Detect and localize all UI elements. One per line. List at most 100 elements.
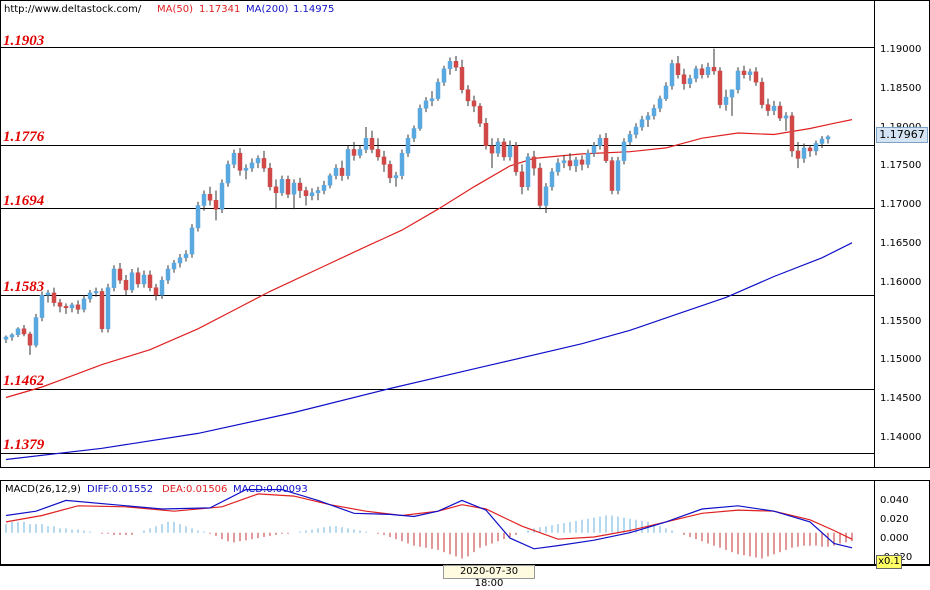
candle-down <box>387 164 393 179</box>
macd-axis-frame <box>874 480 930 565</box>
level-label-4: 1.1583 <box>3 279 45 295</box>
candle-up <box>429 98 435 102</box>
candle-down <box>711 66 717 72</box>
ma50-line <box>5 119 853 399</box>
candle-up <box>639 119 645 128</box>
candle-down <box>153 287 159 296</box>
candle-up <box>549 171 555 188</box>
candle-up <box>417 108 423 129</box>
level-label-1: 1.1903 <box>3 33 45 49</box>
candle-up <box>627 134 633 143</box>
candle-up <box>315 190 321 194</box>
candle-down <box>681 74 687 84</box>
candle-down <box>297 182 303 191</box>
candle-down <box>537 167 543 206</box>
candle-up <box>105 287 111 330</box>
candle-up <box>657 98 663 109</box>
price-tick: 1.16500 <box>880 238 921 249</box>
candle-down <box>351 149 357 156</box>
candle-up <box>309 192 315 197</box>
candle-up <box>129 272 135 291</box>
candle-up <box>165 268 171 281</box>
candle-down <box>609 160 615 191</box>
candle-down <box>465 89 471 102</box>
candle-down <box>147 274 153 288</box>
candle-up <box>39 294 45 318</box>
price-tick: 1.14500 <box>880 393 921 404</box>
level-label-2: 1.1776 <box>3 129 45 145</box>
price-tick: 1.18500 <box>880 83 921 94</box>
price-tick: 1.17000 <box>880 199 921 210</box>
site-url[interactable]: http://www.deltastock.com/ <box>4 4 142 15</box>
candle-up <box>825 136 831 140</box>
candle-up <box>69 304 75 309</box>
candle-down <box>675 63 681 75</box>
candle-up <box>195 205 201 229</box>
ma50-label: MA(50) <box>157 4 193 15</box>
candle-up <box>495 141 501 154</box>
candle-down <box>513 145 519 173</box>
candle-up <box>669 63 675 87</box>
candle-down <box>603 137 609 161</box>
candle-up <box>663 85 669 99</box>
candle-down <box>807 147 813 152</box>
candle-down <box>483 123 489 146</box>
candle-down <box>471 100 477 107</box>
candle-down <box>51 292 57 303</box>
scale-button[interactable]: x0.1 <box>876 555 902 569</box>
candle-up <box>243 167 249 171</box>
ma200-layer <box>5 242 853 461</box>
candle-up <box>423 100 429 109</box>
candle-up <box>255 158 261 164</box>
candle-down <box>519 171 525 188</box>
candle-down <box>135 272 141 285</box>
candle-up <box>171 262 177 270</box>
candle-up <box>447 61 453 69</box>
macd-label: MACD(26,12,9) <box>5 484 81 495</box>
price-tick: 1.15000 <box>880 354 921 365</box>
candle-down <box>741 70 747 75</box>
candle-up <box>615 160 621 191</box>
candle-up <box>645 115 651 120</box>
candle-up <box>87 292 93 300</box>
candle-up <box>141 274 147 285</box>
candle-up <box>399 152 405 176</box>
candle-up <box>573 159 579 167</box>
candle-up <box>783 115 789 119</box>
candle-down <box>117 268 123 281</box>
candle-up <box>201 194 207 206</box>
candle-down <box>213 199 219 210</box>
candle-down <box>75 304 81 310</box>
price-tick: 1.15500 <box>880 316 921 327</box>
candle-up <box>747 71 753 75</box>
candle-up <box>813 143 819 152</box>
candle-up <box>231 152 237 165</box>
candle-up <box>291 182 297 195</box>
price-tick: 1.17500 <box>880 160 921 171</box>
price-tick: 1.19000 <box>880 44 921 55</box>
macd-histogram <box>5 515 853 559</box>
macd-panel-frame <box>0 480 875 565</box>
candle-down <box>531 156 537 169</box>
macd-tick: 0.020 <box>880 514 909 525</box>
candle-down <box>381 156 387 165</box>
candle-down <box>459 66 465 90</box>
candle-up <box>363 137 369 150</box>
candle-down <box>795 150 801 159</box>
candle-down <box>369 137 375 150</box>
level-label-5: 1.1462 <box>3 373 45 389</box>
candle-down <box>99 291 105 330</box>
candle-down <box>207 194 213 201</box>
candle-up <box>819 138 825 144</box>
diff-label: DIFF:0.01552 <box>87 484 153 495</box>
candle-down <box>477 105 483 124</box>
candle-down <box>285 179 291 195</box>
candle-down <box>237 152 243 171</box>
candle-down <box>789 115 795 152</box>
candle-up <box>735 70 741 90</box>
current-price-tag: 1.17967 <box>876 127 928 143</box>
candle-up <box>729 89 735 98</box>
candle-up <box>249 162 255 169</box>
candle-down <box>699 68 705 75</box>
candle-up <box>543 186 549 206</box>
